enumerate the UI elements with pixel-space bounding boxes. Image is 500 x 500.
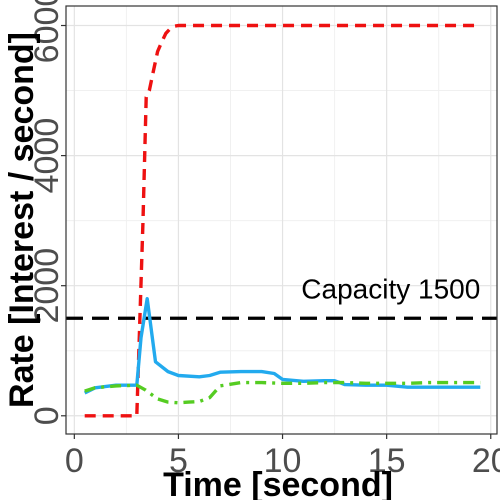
x-tick-label-0: 0 [65, 442, 84, 480]
y-tick-label-2: 4000 [28, 118, 66, 194]
y-axis: 0 2000 4000 6000 [28, 0, 66, 425]
series-line-1 [83, 297, 481, 395]
y-tick-label-0: 0 [28, 406, 66, 425]
series-lines [83, 23, 481, 418]
annotation-0: Capacity 1500 [301, 274, 480, 305]
grid [66, 6, 497, 434]
panel-border [65, 5, 498, 435]
y-tick-label-3: 6000 [28, 0, 66, 63]
x-axis: 0 5 10 15 20 [65, 434, 500, 480]
x-tick-label-1: 5 [169, 442, 188, 480]
y-axis-title: Rate [Interest / second] [3, 32, 41, 408]
x-axis-title: Time [second] [163, 466, 393, 500]
y-tick-label-1: 2000 [28, 248, 66, 324]
annotations: Capacity 1500 [301, 274, 480, 305]
panel-background [66, 6, 497, 434]
x-tick-label-2: 10 [264, 442, 302, 480]
x-tick-label-3: 15 [368, 442, 406, 480]
x-tick-label-4: 20 [472, 442, 500, 480]
series-line-2 [84, 380, 481, 405]
